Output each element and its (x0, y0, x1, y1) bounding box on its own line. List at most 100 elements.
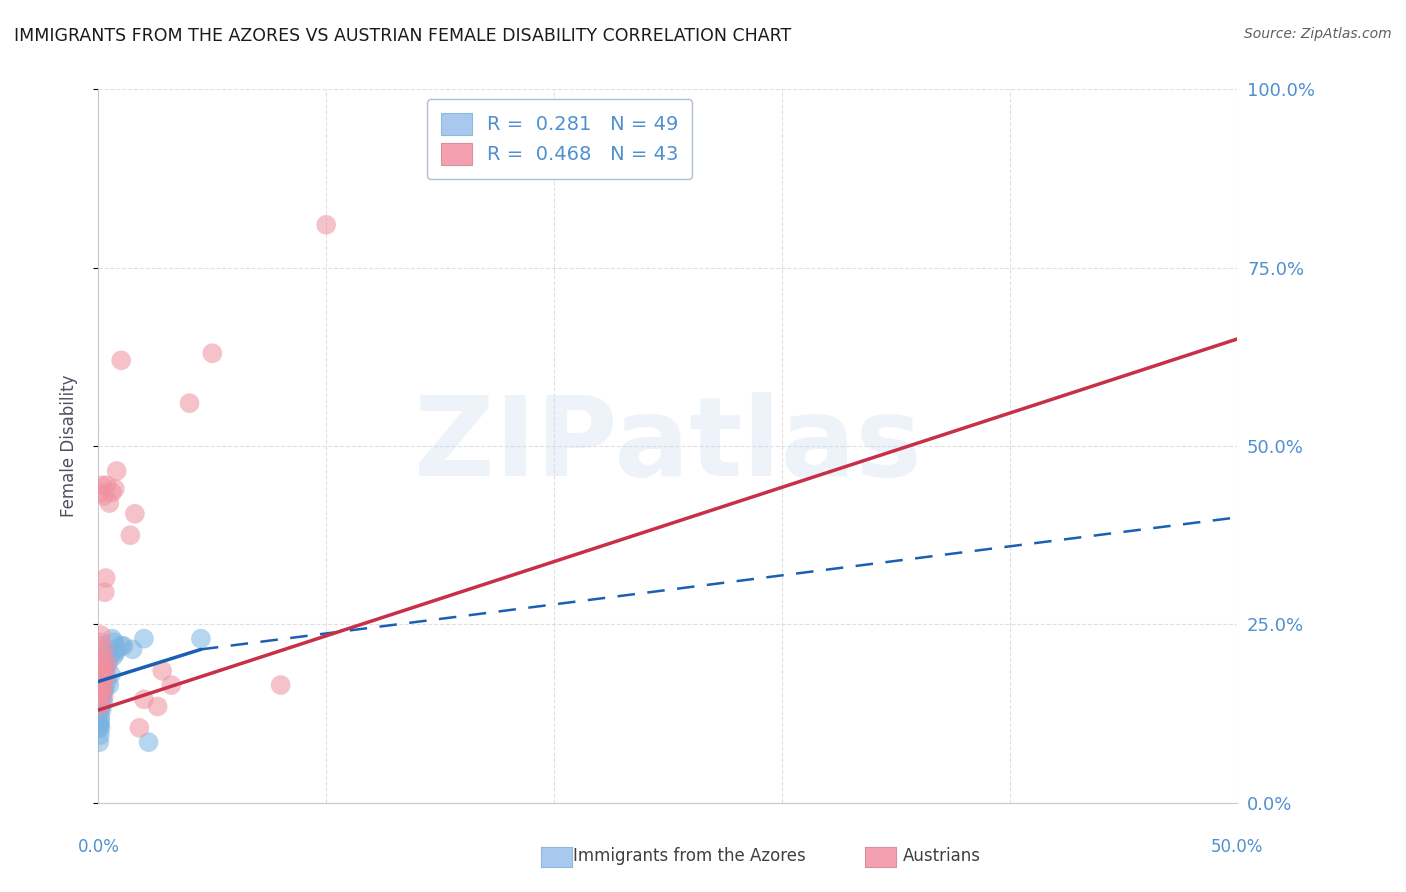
Point (89, 692, 111, 706)
Text: IMMIGRANTS FROM THE AZORES VS AUSTRIAN FEMALE DISABILITY CORRELATION CHART: IMMIGRANTS FROM THE AZORES VS AUSTRIAN F… (14, 27, 792, 45)
Point (120, 528, 142, 542)
Point (105, 464, 128, 478)
Point (179, 396, 201, 410)
Point (89, 635, 111, 649)
Point (138, 735, 160, 749)
Point (150, 664, 173, 678)
Point (112, 639, 135, 653)
Point (90, 721, 112, 735)
Point (94, 671, 117, 685)
Point (91, 692, 114, 706)
Point (94, 571, 117, 585)
Point (124, 507, 146, 521)
Point (96, 674, 118, 689)
Point (315, 218, 337, 232)
Point (96, 646, 118, 660)
Point (89, 678, 111, 692)
Point (98, 678, 121, 692)
Point (94, 664, 117, 678)
Text: Austrians: Austrians (903, 847, 981, 865)
Point (90, 671, 112, 685)
Point (104, 646, 127, 660)
Point (90, 699, 112, 714)
Point (89, 735, 111, 749)
Point (89, 685, 111, 699)
Point (94, 585, 117, 599)
Point (128, 721, 150, 735)
Point (110, 639, 132, 653)
Point (132, 692, 155, 706)
Point (91, 685, 114, 699)
Point (87, 721, 110, 735)
Point (132, 632, 155, 646)
Point (91, 674, 114, 689)
Point (91, 639, 114, 653)
Point (91, 678, 114, 692)
Point (93, 696, 115, 710)
Point (89, 678, 111, 692)
Legend: R =  0.281   N = 49, R =  0.468   N = 43: R = 0.281 N = 49, R = 0.468 N = 43 (427, 99, 692, 178)
Text: 50.0%: 50.0% (1211, 838, 1264, 856)
Point (93, 689, 115, 703)
Point (104, 482, 127, 496)
Point (89, 485, 111, 500)
Point (89, 678, 111, 692)
Point (93, 671, 115, 685)
Point (90, 689, 112, 703)
Point (89, 685, 111, 699)
Point (89, 671, 111, 685)
Point (94, 681, 117, 696)
Text: Immigrants from the Azores: Immigrants from the Azores (572, 847, 806, 865)
Point (89, 717, 111, 731)
Point (89, 703, 111, 717)
Point (98, 649, 121, 664)
Point (90, 678, 112, 692)
Point (105, 642, 128, 657)
Point (160, 678, 183, 692)
Point (190, 632, 212, 646)
Point (90, 685, 112, 699)
Point (90, 703, 112, 717)
Point (91, 664, 114, 678)
Point (91, 664, 114, 678)
Point (91, 478, 114, 492)
Point (90, 681, 112, 696)
Point (101, 485, 124, 500)
Point (101, 632, 124, 646)
Point (93, 489, 115, 503)
Point (96, 478, 118, 492)
Y-axis label: Female Disability: Female Disability (59, 375, 77, 517)
Text: ZIPatlas: ZIPatlas (413, 392, 922, 500)
Text: Source: ZipAtlas.com: Source: ZipAtlas.com (1244, 27, 1392, 41)
Point (100, 667, 122, 681)
Point (201, 346, 224, 360)
Point (146, 699, 169, 714)
Point (89, 699, 111, 714)
Point (96, 657, 118, 671)
Point (90, 653, 112, 667)
Point (94, 667, 117, 681)
Point (110, 353, 132, 368)
Point (91, 649, 114, 664)
Point (103, 635, 125, 649)
Point (121, 642, 143, 657)
Point (93, 667, 115, 681)
Point (94, 660, 117, 674)
Point (93, 657, 115, 671)
Point (98, 496, 121, 510)
Point (89, 728, 111, 742)
Point (89, 714, 111, 728)
Point (89, 710, 111, 724)
Point (90, 696, 112, 710)
Point (270, 678, 292, 692)
Point (91, 671, 114, 685)
Point (93, 642, 115, 657)
Point (89, 664, 111, 678)
Point (93, 681, 115, 696)
Point (89, 717, 111, 731)
Point (91, 685, 114, 699)
Point (90, 628, 112, 642)
Point (103, 649, 125, 664)
Point (97, 657, 120, 671)
Text: 0.0%: 0.0% (77, 838, 120, 856)
